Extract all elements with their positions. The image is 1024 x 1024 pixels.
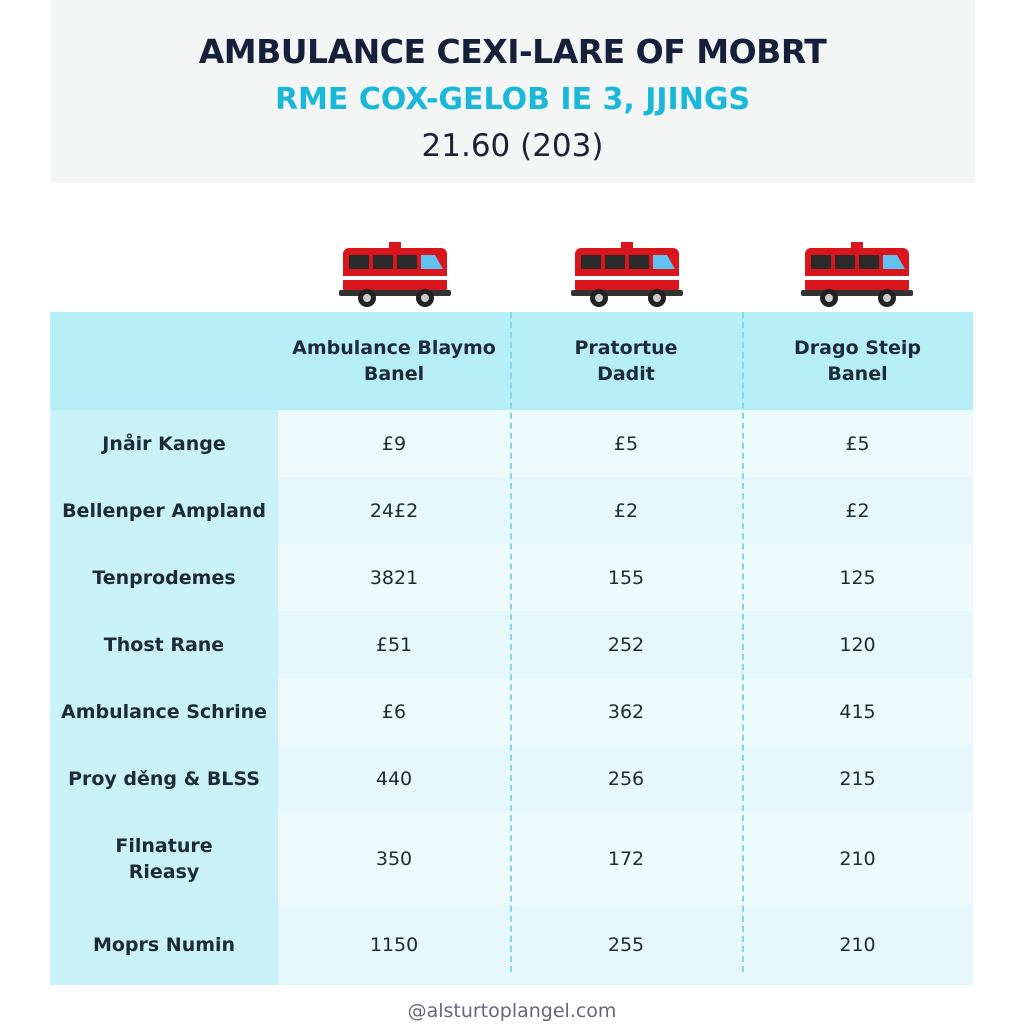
table: Ambulance Blaymo Banel Pratortue Dadit Drago…	[50, 312, 973, 986]
title: AMBULANCE CEXI-LARE OF MOBRT	[198, 32, 827, 71]
table-cell: £2	[510, 477, 742, 544]
table-cell: 362	[510, 678, 742, 745]
table-cell: 252	[510, 611, 742, 678]
table-cell: £51	[278, 611, 510, 678]
table-cell: 350	[278, 812, 510, 905]
cell-line: Filnature	[115, 834, 213, 857]
cell-line: Tenprodemes	[92, 566, 236, 589]
table-cell: £5	[742, 410, 973, 477]
column-header: Pratortue Dadit	[510, 312, 742, 410]
cell-line: Rieasy	[128, 860, 200, 883]
table-cell: 120	[742, 611, 973, 678]
row-label: Proy děng & BLSS	[50, 745, 278, 812]
table-cell: 440	[278, 745, 510, 812]
cell-line: Banel	[363, 363, 425, 385]
cell-line: Proy děng & BLSS	[68, 767, 260, 790]
row-label: Filnature Rieasy	[50, 812, 278, 905]
table-cell: 125	[742, 544, 973, 611]
row-label: Tenprodemes	[50, 544, 278, 611]
footer: @alsturtoplangel.com	[407, 1000, 617, 1022]
ambulance-icon	[571, 242, 683, 307]
row-label: Thost Rane	[50, 611, 278, 678]
column-header: Drago Steip Banel	[742, 312, 973, 410]
cell-line: Drago Steip	[794, 337, 921, 359]
table-cell: £2	[742, 477, 973, 544]
subtitle: RME COX-GELOB IE 3, JJINGS	[274, 82, 751, 117]
ambulance-icon	[339, 242, 451, 307]
column-divider	[742, 312, 744, 972]
cell-line: Thost Rane	[103, 633, 225, 656]
cell-line: Pratortue	[574, 337, 678, 359]
table-cell: £9	[278, 410, 510, 477]
table-cell: 210	[742, 812, 973, 905]
column-divider	[510, 312, 512, 972]
table-cell: 3821	[278, 544, 510, 611]
ambulance-icons	[339, 242, 913, 307]
table-cell: £5	[510, 410, 742, 477]
table-cell: 155	[510, 544, 742, 611]
table-cell: 1150	[278, 905, 510, 985]
row-label: Jnåir Kange	[50, 410, 278, 477]
table-cell: 255	[510, 905, 742, 985]
date: 21.60 (203)	[421, 128, 604, 164]
column-header: Ambulance Blaymo Banel	[278, 312, 510, 410]
cell-line: Banel	[827, 363, 888, 385]
table-cell: 215	[742, 745, 973, 812]
cell-line: Bellenper Ampland	[62, 499, 266, 522]
row-label: Ambulance Schrine	[50, 678, 278, 745]
ambulance-icon	[801, 242, 913, 307]
table-cell: 172	[510, 812, 742, 905]
cell-line: Dadit	[597, 363, 655, 385]
cell-line: Moprs Numin	[92, 934, 236, 956]
header-cell	[50, 312, 278, 410]
table-cell: 415	[742, 678, 973, 745]
table-cell: 256	[510, 745, 742, 812]
row-label: Bellenper Ampland	[50, 477, 278, 544]
header: AMBULANCE CEXI-LARE OF MOBRT RME COX-GEL…	[50, 0, 975, 183]
cell-line: Jnåir Kange	[102, 432, 226, 455]
table-cell: £6	[278, 678, 510, 745]
cell-line: Ambulance Schrine	[60, 700, 268, 723]
table-cell: 24£2	[278, 477, 510, 544]
table-cell: 210	[742, 905, 973, 985]
row-label: Moprs Numin	[50, 905, 278, 985]
cell-line: Ambulance Blaymo	[292, 337, 496, 359]
